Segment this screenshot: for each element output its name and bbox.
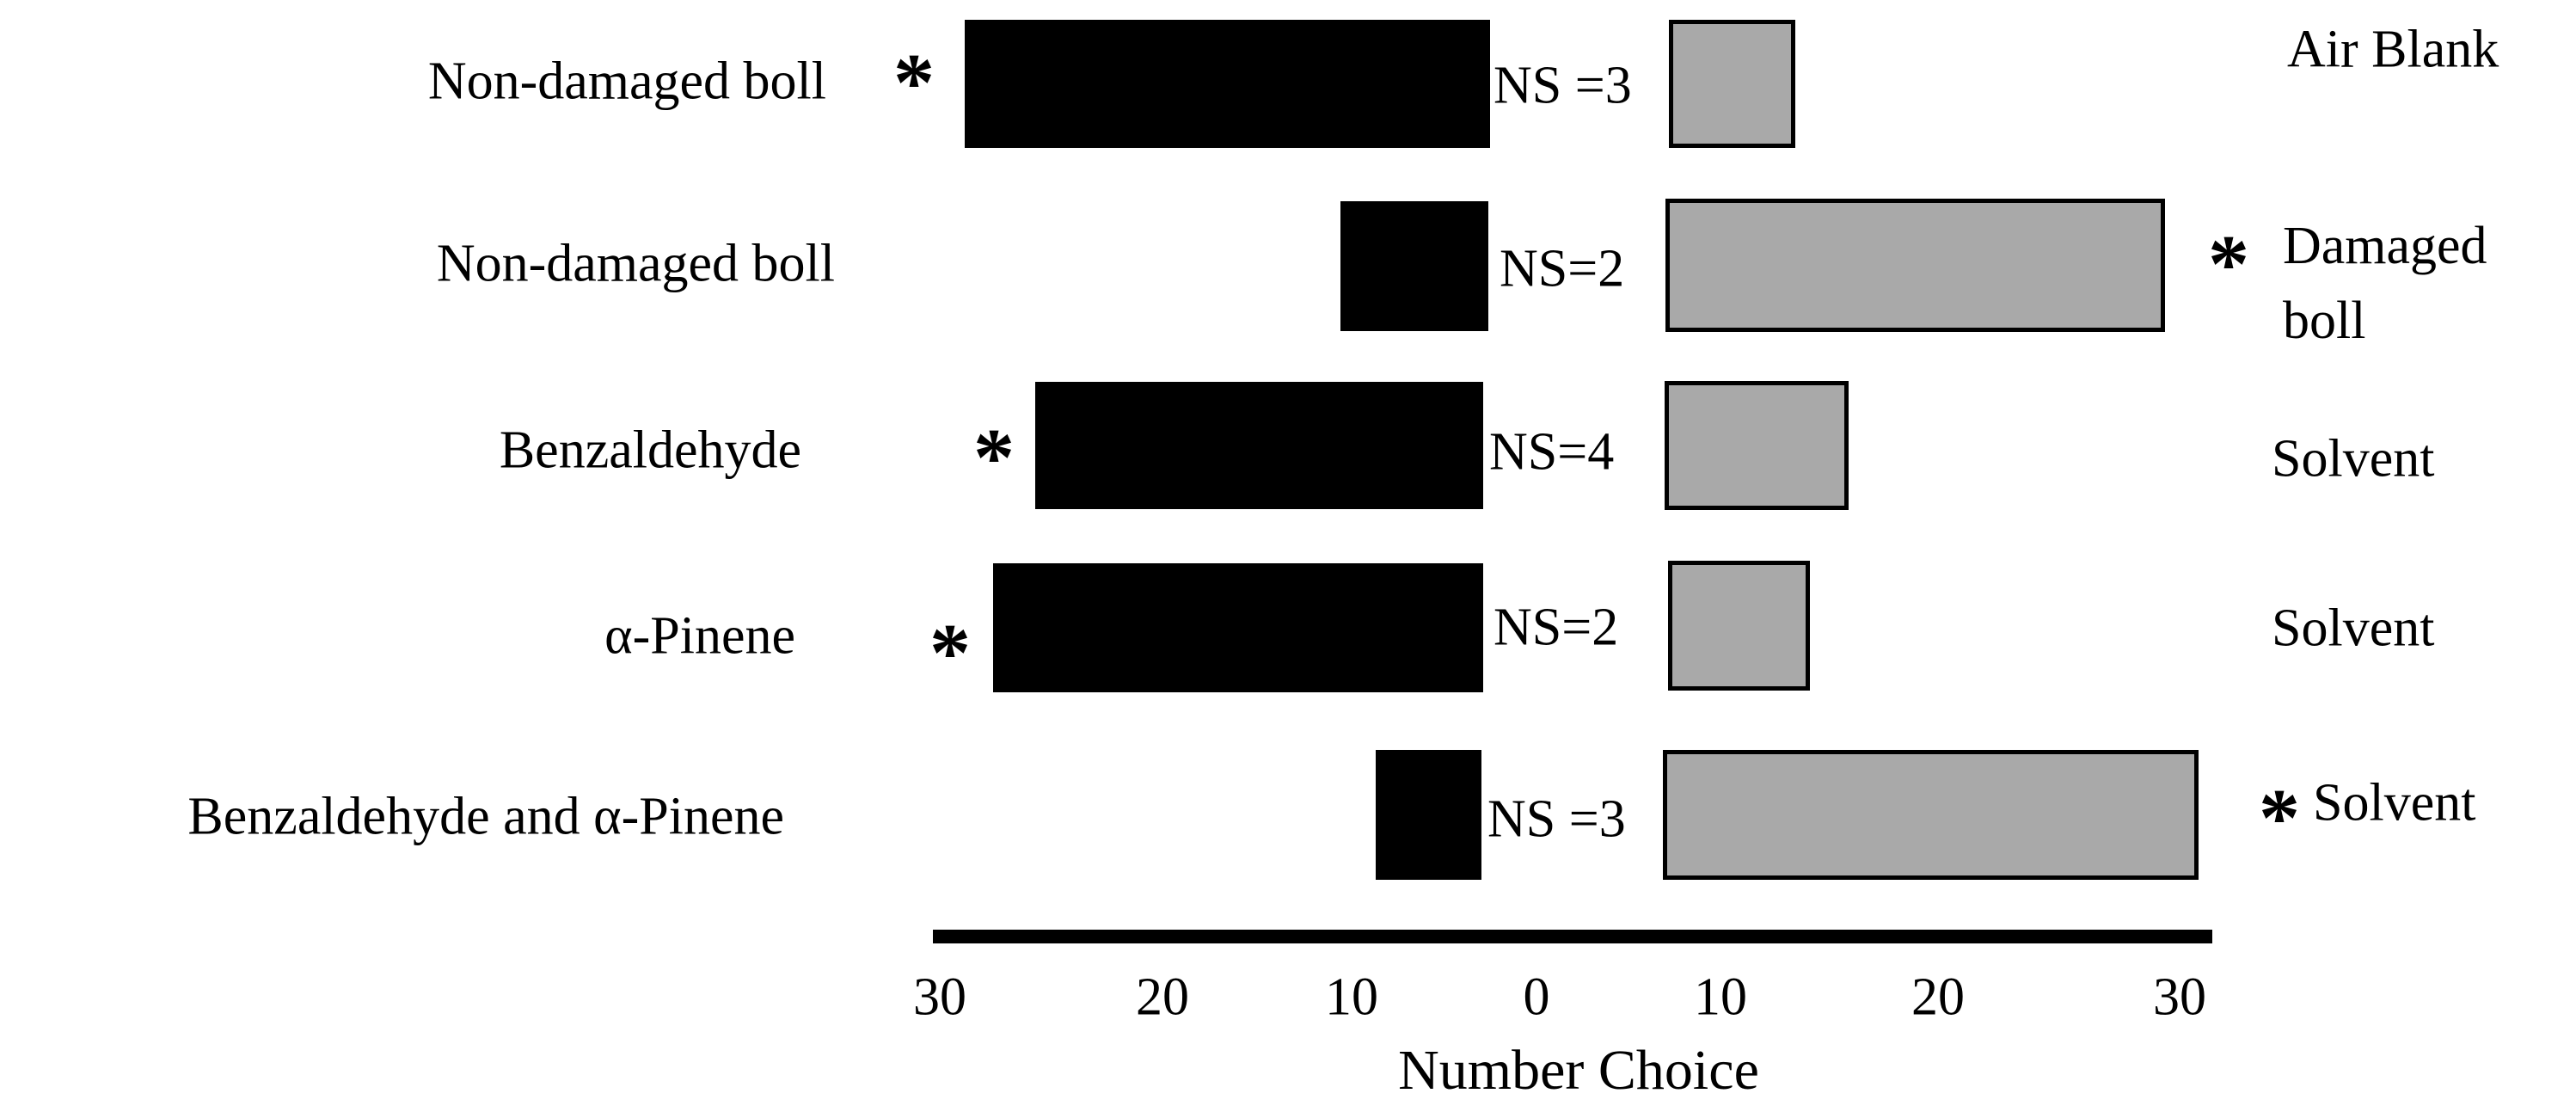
- significance-asterisk: *: [893, 36, 935, 129]
- row-label-control: Damaged boll: [2283, 217, 2487, 350]
- x-axis-tick-label: 20: [1911, 968, 1965, 1027]
- row-label-control: Air Blank: [2287, 20, 2499, 79]
- treatment-bar: [965, 20, 1490, 148]
- row-label-treatment: Benzaldehyde: [499, 421, 801, 480]
- x-axis-tick-label: 0: [1523, 968, 1550, 1027]
- x-axis-tick-label: 10: [1694, 968, 1747, 1027]
- treatment-bar: [993, 563, 1483, 692]
- ns-count-label: NS=4: [1489, 422, 1615, 482]
- control-bar: [1663, 750, 2199, 880]
- significance-asterisk: *: [929, 606, 971, 699]
- control-bar: [1669, 20, 1795, 148]
- row-label-control: Solvent: [2272, 599, 2435, 658]
- x-axis-tick-label: 20: [1136, 968, 1189, 1027]
- ns-count-label: NS=2: [1500, 239, 1625, 298]
- row-label-treatment: Non-damaged boll: [427, 52, 826, 111]
- x-axis-line: [933, 930, 2212, 943]
- control-bar: [1668, 561, 1810, 691]
- treatment-bar: [1340, 201, 1488, 331]
- x-axis-tick-label: 30: [2153, 968, 2206, 1027]
- row-label-control: Solvent: [2313, 773, 2476, 832]
- significance-asterisk: *: [2208, 218, 2249, 310]
- significance-asterisk: *: [973, 411, 1015, 504]
- treatment-bar: [1035, 382, 1483, 509]
- control-bar: [1665, 199, 2165, 332]
- row-label-treatment: Benzaldehyde and α-Pinene: [187, 787, 784, 846]
- ns-count-label: NS =3: [1487, 789, 1626, 849]
- ns-count-label: NS =3: [1493, 56, 1632, 115]
- x-axis-tick-label: 30: [913, 968, 966, 1027]
- row-label-treatment: Non-damaged boll: [436, 234, 835, 293]
- ns-count-label: NS=2: [1493, 598, 1619, 657]
- significance-asterisk: *: [2259, 771, 2300, 864]
- treatment-bar: [1376, 750, 1481, 880]
- row-label-control: Solvent: [2272, 429, 2435, 488]
- control-bar: [1665, 381, 1849, 510]
- x-axis-tick-label: 10: [1325, 968, 1378, 1027]
- x-axis-title: Number Choice: [1398, 1039, 1759, 1102]
- row-label-treatment: α-Pinene: [604, 606, 795, 666]
